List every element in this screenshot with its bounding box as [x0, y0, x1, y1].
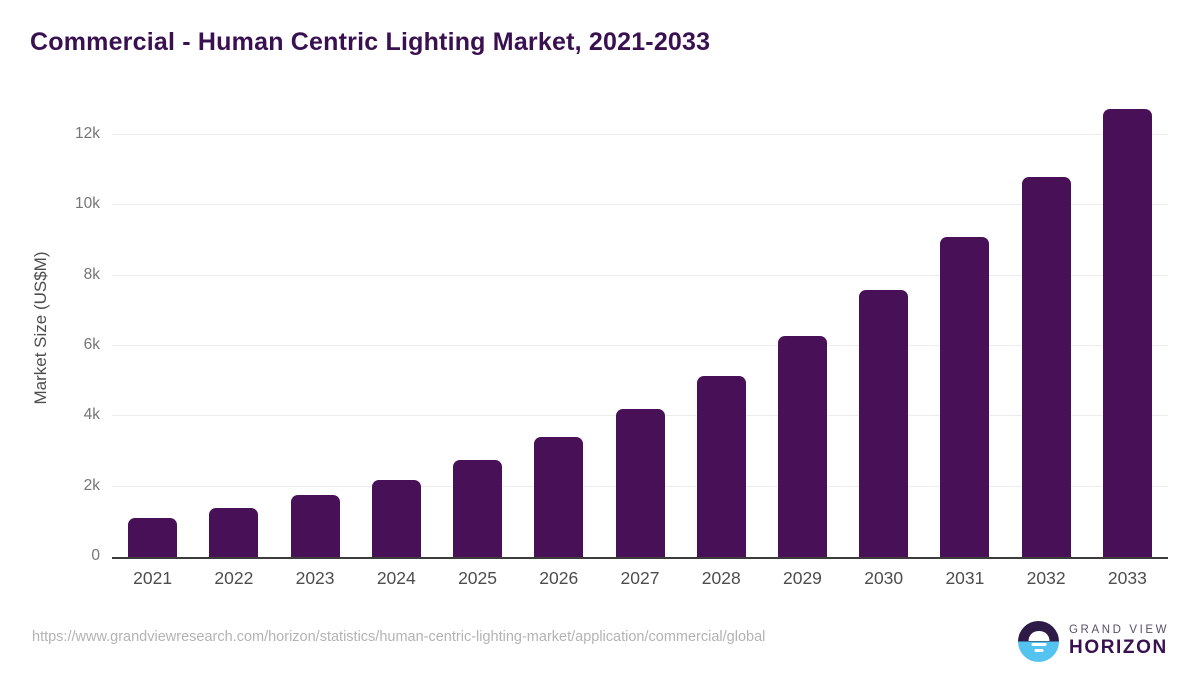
x-axis-labels: 2021 2022 2023 2024 2025 2026 2027 2028 2029 2030…: [112, 568, 1168, 594]
y-tick-label-0: 0: [91, 547, 100, 564]
bar-2025: [453, 460, 503, 557]
y-tick-label-12k: 12k: [75, 125, 100, 143]
logo-text-horizon: HORIZON: [1069, 636, 1168, 658]
source-url: https://www.grandviewresearch.com/horizo…: [32, 629, 766, 645]
gridline-10k: [112, 204, 1168, 206]
bar-2024: [371, 479, 421, 557]
bar-2023: [290, 495, 340, 557]
bar-2021: [128, 518, 178, 557]
logo-text-grand-view: GRAND VIEW: [1069, 623, 1170, 636]
gridline-6k: [112, 345, 1168, 347]
bar-2022: [209, 507, 259, 557]
sunrise-logo-icon: [1018, 620, 1059, 662]
x-tick-label-2023: 2023: [295, 568, 335, 588]
y-tick-label-2k: 2k: [83, 476, 100, 494]
sun-reflection-line: [1034, 648, 1043, 652]
y-tick-label-4k: 4k: [83, 406, 100, 424]
x-tick-label-2021: 2021: [133, 568, 173, 588]
y-tick-label-10k: 10k: [75, 195, 100, 213]
logo-text: GRAND VIEW HORIZON: [1069, 624, 1169, 659]
y-axis-title: Market Size (US$M): [31, 251, 50, 405]
plot-area: 0 2k 4k 6k 8k 10k 12k: [75, 100, 1168, 564]
bar-2026: [534, 437, 584, 557]
brand-logo: GRAND VIEW HORIZON: [1018, 620, 1169, 662]
bar-2028: [696, 375, 746, 557]
y-tick-label-8k: 8k: [83, 265, 100, 283]
bar-2033: [1102, 108, 1152, 557]
sun-reflection-line: [1031, 643, 1046, 647]
y-tick-label-6k: 6k: [83, 336, 100, 354]
x-tick-label-2029: 2029: [782, 568, 822, 588]
x-tick-label-2031: 2031: [945, 568, 985, 588]
bar-2027: [615, 409, 665, 557]
x-tick-label-2030: 2030: [864, 568, 904, 588]
bar-2032: [1021, 177, 1071, 557]
x-tick-label-2022: 2022: [214, 568, 254, 588]
x-tick-label-2025: 2025: [458, 568, 497, 588]
sun-shape: [1028, 631, 1049, 641]
x-tick-label-2024: 2024: [376, 568, 416, 588]
gridline-12k: [112, 134, 1168, 136]
bar-2031: [940, 237, 990, 557]
x-tick-label-2026: 2026: [539, 568, 579, 588]
x-tick-label-2032: 2032: [1026, 568, 1066, 588]
x-tick-label-2033: 2033: [1107, 568, 1147, 588]
x-tick-label-2028: 2028: [701, 568, 741, 588]
gridline-8k: [112, 274, 1168, 276]
x-tick-label-2027: 2027: [620, 568, 660, 588]
chart-title: Commercial - Human Centric Lighting Mark…: [30, 28, 711, 56]
bar-2029: [777, 335, 827, 557]
bar-2030: [859, 289, 909, 557]
